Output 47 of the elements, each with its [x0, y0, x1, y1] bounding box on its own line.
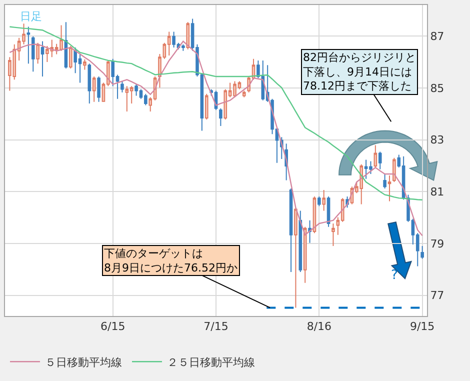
annotation: 日足	[20, 10, 42, 23]
x-tick-label: 9/15	[410, 320, 435, 334]
candlestick	[289, 188, 293, 272]
y-tick-label: 77	[430, 289, 444, 302]
candlestick	[392, 157, 396, 183]
x-tick-label: 8/16	[306, 320, 332, 334]
candlestick	[120, 80, 124, 93]
candlestick	[97, 76, 100, 102]
y-tick-label: 83	[430, 134, 444, 147]
legend-label: ２５日移動平均線	[167, 356, 255, 369]
candlestick	[303, 226, 307, 284]
y-tick-label: 81	[430, 185, 444, 198]
candlestick	[294, 207, 298, 308]
line-series	[9, 26, 423, 200]
candlestick	[420, 246, 424, 260]
candlestick	[88, 63, 92, 104]
candlestick	[242, 90, 246, 98]
candlestick	[204, 93, 208, 120]
y-tick-label: 87	[430, 30, 444, 43]
line-series	[9, 40, 423, 236]
candlestick	[31, 36, 35, 72]
ref-line-label: 下値のターゲットは8月9日につけた76.52円か	[104, 247, 238, 274]
annotation: ?	[391, 268, 398, 283]
candlestick	[167, 31, 171, 56]
candlestick	[318, 196, 321, 207]
candlestick	[83, 58, 86, 70]
candlestick	[69, 45, 72, 69]
candlestick	[40, 40, 44, 78]
candlestick	[332, 222, 335, 247]
candlestick	[219, 108, 222, 127]
candlestick	[92, 76, 96, 102]
candlestick	[383, 173, 386, 189]
candlestick	[64, 22, 68, 69]
candlestick	[378, 151, 382, 170]
legend-label: ５日移動平均線	[45, 356, 122, 369]
x-tick-label: 7/15	[204, 320, 228, 334]
y-tick-label: 85	[430, 82, 444, 95]
candlestick	[388, 175, 392, 202]
annotation: 82円台からジリジリと下落し、9月14日には78.12円まで下落した	[303, 51, 416, 93]
candlestick	[374, 144, 378, 168]
candlestick	[186, 22, 190, 50]
x-tick-label: 6/15	[100, 320, 126, 334]
candlestick	[308, 220, 312, 244]
candlestick	[26, 26, 30, 64]
y-tick-label: 79	[430, 237, 444, 250]
candlestick	[322, 190, 326, 212]
candlestick	[36, 42, 40, 64]
